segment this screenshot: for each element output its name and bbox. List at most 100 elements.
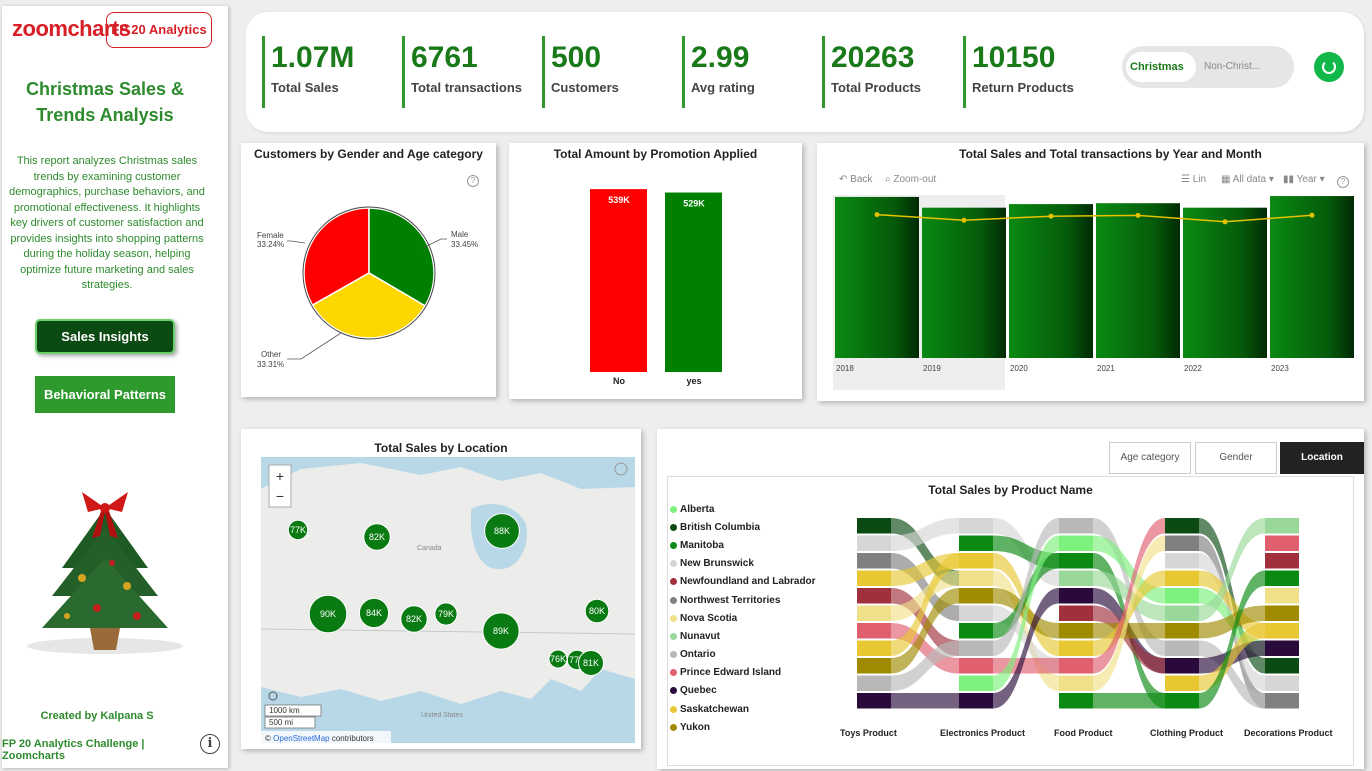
sankey-node[interactable] xyxy=(959,518,993,534)
sankey-flow[interactable] xyxy=(1199,623,1265,691)
sankey-node[interactable] xyxy=(1265,675,1299,692)
sankey-flow[interactable] xyxy=(993,588,1059,709)
period-control[interactable]: ▮▮ Year ▾ xyxy=(1283,174,1325,185)
sankey-node[interactable] xyxy=(1265,640,1299,657)
legend-item[interactable]: Northwest Territories xyxy=(670,591,840,609)
sankey-flow[interactable] xyxy=(1093,605,1165,674)
transactions-point-2018[interactable] xyxy=(874,212,880,218)
sankey-node[interactable] xyxy=(1059,605,1093,622)
season-toggle[interactable]: Christmas Non-Christ... xyxy=(1122,46,1294,88)
sankey-node[interactable] xyxy=(857,570,891,587)
legend-item[interactable]: Prince Edward Island xyxy=(670,664,840,682)
sankey-node[interactable] xyxy=(1265,588,1299,604)
sankey-node[interactable] xyxy=(1165,640,1199,657)
sales-bar-2018[interactable] xyxy=(835,196,919,358)
sankey-node[interactable] xyxy=(1265,535,1299,552)
sankey-flow[interactable] xyxy=(891,588,959,674)
sankey-flow[interactable] xyxy=(993,553,1059,639)
sankey-node[interactable] xyxy=(1165,675,1199,692)
sankey-node[interactable] xyxy=(857,640,891,657)
sales-bar-2020[interactable] xyxy=(1009,204,1093,358)
sankey-flow[interactable] xyxy=(993,535,1059,692)
map-bubble[interactable] xyxy=(584,598,610,624)
sankey-node[interactable] xyxy=(1059,658,1093,674)
legend-item[interactable]: Manitoba xyxy=(670,536,840,554)
zoom-out-control[interactable]: ⌕ Zoom-out xyxy=(885,174,937,185)
map-bubble[interactable] xyxy=(363,523,391,551)
sankey-node[interactable] xyxy=(857,588,891,604)
sankey-node[interactable] xyxy=(857,518,891,534)
reset-icon[interactable] xyxy=(1314,52,1344,82)
sales-bar-2019[interactable] xyxy=(922,207,1006,358)
sankey-flow[interactable] xyxy=(1093,623,1165,639)
sankey-node[interactable] xyxy=(1059,693,1093,709)
data-filter-control[interactable]: ▦ All data ▾ xyxy=(1221,174,1274,185)
map-bubble[interactable] xyxy=(358,597,390,629)
sales-bar-2021[interactable] xyxy=(1096,203,1180,358)
sankey-node[interactable] xyxy=(1265,693,1299,709)
sales-bar-2022[interactable] xyxy=(1183,207,1267,358)
sankey-node[interactable] xyxy=(959,588,993,604)
sankey-flow[interactable] xyxy=(891,693,959,709)
sankey-node[interactable] xyxy=(959,570,993,587)
sankey-flow[interactable] xyxy=(891,640,959,692)
map-bubble[interactable] xyxy=(434,602,458,626)
sankey-node[interactable] xyxy=(1165,570,1199,587)
sankey-flow[interactable] xyxy=(1199,518,1265,621)
sankey-node[interactable] xyxy=(1059,588,1093,604)
sankey-node[interactable] xyxy=(1265,623,1299,639)
sankey-node[interactable] xyxy=(1059,623,1093,639)
back-control[interactable]: ↶ Back xyxy=(839,174,873,185)
map-bubble[interactable] xyxy=(400,605,428,633)
map-bubble[interactable] xyxy=(578,650,604,676)
sankey-node[interactable] xyxy=(1165,658,1199,674)
map-bubble[interactable] xyxy=(484,513,520,549)
map-bubble[interactable] xyxy=(287,519,309,541)
sankey-node[interactable] xyxy=(1265,570,1299,587)
sankey-node[interactable] xyxy=(1059,553,1093,569)
map-bubble[interactable] xyxy=(482,612,520,650)
sankey-node[interactable] xyxy=(1165,553,1199,569)
sankey-node[interactable] xyxy=(959,623,993,639)
zoom-out-button[interactable]: − xyxy=(276,488,284,504)
sankey-node[interactable] xyxy=(857,658,891,674)
info-icon[interactable]: i xyxy=(200,734,220,754)
sankey-node[interactable] xyxy=(1059,535,1093,552)
sankey-node[interactable] xyxy=(857,605,891,622)
behavioral-patterns-button[interactable]: Behavioral Patterns xyxy=(35,376,175,413)
sankey-node[interactable] xyxy=(857,553,891,569)
sankey-flow[interactable] xyxy=(891,553,959,656)
sankey-node[interactable] xyxy=(959,658,993,674)
sankey-flow[interactable] xyxy=(891,553,959,586)
sankey-node[interactable] xyxy=(1165,605,1199,622)
sankey-node[interactable] xyxy=(1265,605,1299,622)
scale-control[interactable]: ☰ Lin xyxy=(1181,174,1207,185)
bar-no[interactable] xyxy=(590,189,647,372)
sankey-node[interactable] xyxy=(959,605,993,622)
sankey-node[interactable] xyxy=(959,535,993,552)
map-bubble[interactable] xyxy=(308,594,348,634)
legend-item[interactable]: Newfoundland and Labrador xyxy=(670,573,840,591)
sankey-flow[interactable] xyxy=(891,570,959,622)
legend-item[interactable]: Nunavut xyxy=(670,627,840,645)
help-icon[interactable]: ? xyxy=(467,175,479,187)
help-icon[interactable]: ? xyxy=(1337,176,1349,188)
transactions-point-2023[interactable] xyxy=(1309,212,1315,218)
sankey-node[interactable] xyxy=(857,535,891,552)
sankey-node[interactable] xyxy=(959,553,993,569)
toggle-christmas[interactable]: Christmas xyxy=(1126,52,1196,82)
sankey-node[interactable] xyxy=(1059,640,1093,657)
sankey-flow[interactable] xyxy=(1093,535,1165,692)
transactions-point-2020[interactable] xyxy=(1048,213,1054,219)
sankey-flow[interactable] xyxy=(993,553,1059,656)
pie-slice-male[interactable] xyxy=(368,207,435,307)
legend-item[interactable]: Ontario xyxy=(670,646,840,664)
sankey-flow[interactable] xyxy=(1093,518,1165,656)
location-pin-icon[interactable] xyxy=(268,691,278,701)
legend-item[interactable]: British Columbia xyxy=(670,518,840,536)
pie-slice-female[interactable] xyxy=(303,207,370,307)
sankey-node[interactable] xyxy=(1059,570,1093,587)
sankey-node[interactable] xyxy=(1059,675,1093,692)
sankey-node[interactable] xyxy=(1059,518,1093,534)
transactions-point-2019[interactable] xyxy=(961,217,967,223)
